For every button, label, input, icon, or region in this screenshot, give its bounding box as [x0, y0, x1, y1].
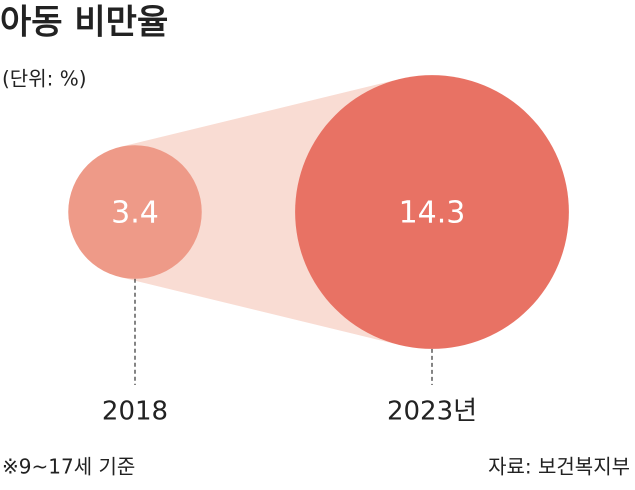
value-label: 14.3	[399, 196, 466, 231]
category-label: 2023년	[387, 397, 477, 427]
chart-title: 아동 비만율	[0, 3, 168, 43]
source: 자료: 보건복지부	[488, 455, 630, 479]
bubble	[68, 145, 202, 279]
chart-subtitle: (단위: %)	[2, 67, 87, 91]
value-label: 3.4	[111, 196, 159, 231]
note: ※9~17세 기준	[2, 455, 135, 479]
category-label: 2018	[102, 397, 168, 427]
bubble	[295, 75, 569, 349]
